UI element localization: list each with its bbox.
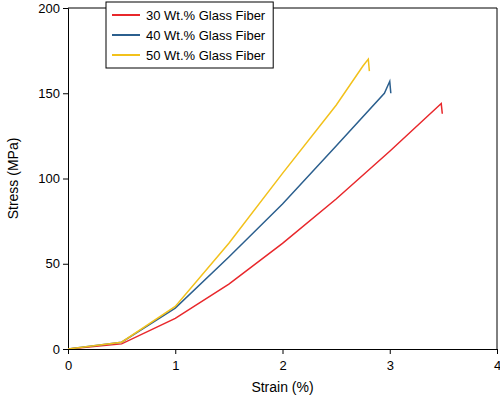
- y-tick: 150: [38, 86, 68, 101]
- x-tick-mark: [283, 349, 284, 354]
- y-tick-label: 0: [53, 342, 60, 357]
- x-tick: 0: [65, 349, 72, 373]
- series-line: [68, 59, 369, 349]
- legend-label: 50 Wt.% Glass Fiber: [146, 48, 266, 63]
- y-tick-label: 200: [38, 1, 60, 16]
- y-tick-mark: [63, 8, 68, 9]
- y-tick-mark: [63, 93, 68, 94]
- frame: [497, 8, 498, 349]
- x-axis-title: Strain (%): [251, 379, 313, 395]
- y-axis-line: [63, 9, 69, 350]
- legend-box: [106, 2, 273, 68]
- x-tick: 4: [494, 349, 500, 373]
- x-tick-label: 0: [65, 358, 72, 373]
- x-tick-mark: [497, 349, 498, 354]
- series-line: [68, 81, 391, 349]
- x-tick-label: 4: [494, 358, 500, 373]
- x-tick-mark: [175, 349, 176, 354]
- y-tick-label: 50: [46, 256, 60, 271]
- x-tick: 1: [172, 349, 179, 373]
- x-tick: 2: [279, 349, 286, 373]
- legend-swatch: [112, 14, 140, 16]
- y-tick-label: 150: [38, 86, 60, 101]
- y-tick-mark: [63, 179, 68, 180]
- x-tick-label: 2: [279, 358, 286, 373]
- y-tick-mark: [63, 349, 68, 350]
- y-axis-title: Stress (MPa): [5, 138, 21, 220]
- x-tick-label: 1: [172, 358, 179, 373]
- x-axis: 0 1 2 3 4: [65, 349, 500, 373]
- y-tick-mark: [63, 264, 68, 265]
- series-line: [68, 103, 442, 349]
- y-tick: 0: [53, 342, 68, 357]
- y-tick: 100: [38, 171, 68, 186]
- legend-label: 40 Wt.% Glass Fiber: [146, 28, 266, 43]
- y-tick-label: 100: [38, 171, 60, 186]
- legend-swatch: [112, 54, 140, 56]
- legend-label: 30 Wt.% Glass Fiber: [146, 8, 266, 23]
- x-tick: 3: [387, 349, 394, 373]
- legend: 30 Wt.% Glass Fiber 40 Wt.% Glass Fiber 50…: [106, 2, 273, 68]
- legend-swatch: [112, 34, 140, 36]
- series-group: [68, 59, 442, 349]
- plot-area: 0 1 2 3 4 0 50 100 150 200: [38, 1, 500, 373]
- y-axis: 0 50 100 150 200: [38, 1, 68, 357]
- x-tick-mark: [390, 349, 391, 354]
- y-tick: 200: [38, 1, 68, 16]
- x-axis-line: [69, 350, 498, 355]
- x-tick-label: 3: [387, 358, 394, 373]
- chart: 0 1 2 3 4 0 50 100 150 200 Strain (%) Stress (MPa) 3…: [0, 0, 500, 404]
- y-tick: 50: [46, 256, 68, 271]
